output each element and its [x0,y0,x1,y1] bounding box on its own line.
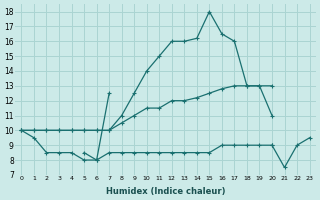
X-axis label: Humidex (Indice chaleur): Humidex (Indice chaleur) [106,187,225,196]
